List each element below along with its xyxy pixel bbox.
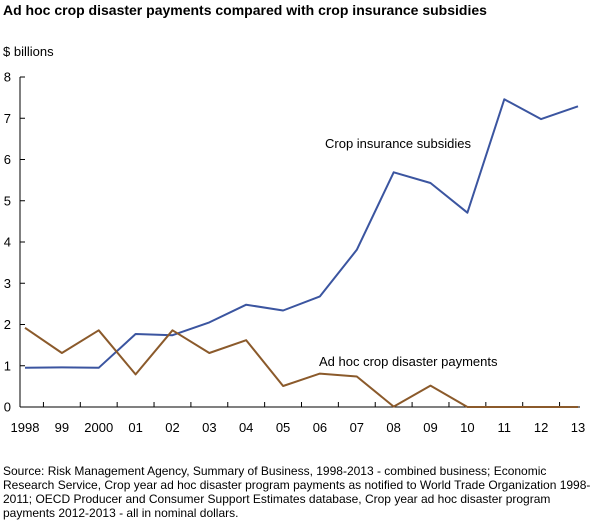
- y-tick-label: 1: [4, 358, 11, 373]
- y-tick-label: 3: [4, 276, 11, 291]
- x-tick-label: 02: [165, 420, 179, 435]
- y-tick-label: 8: [4, 70, 11, 85]
- y-tick-label: 2: [4, 317, 11, 332]
- series-line-crop-insurance-subsidies: [24, 98, 579, 369]
- x-tick-label: 13: [571, 420, 585, 435]
- y-tick-label: 4: [4, 235, 11, 250]
- x-tick-label: 03: [202, 420, 216, 435]
- x-tick-label: 04: [239, 420, 253, 435]
- y-tick-label: 0: [4, 400, 11, 415]
- x-tick-label: 06: [313, 420, 327, 435]
- x-tick-label: 2000: [84, 420, 113, 435]
- x-tick-label: 08: [386, 420, 400, 435]
- series-label: Crop insurance subsidies: [325, 136, 471, 151]
- y-tick-label: 6: [4, 152, 11, 167]
- y-axis-label: $ billions: [3, 44, 54, 59]
- series-label: Ad hoc crop disaster payments: [319, 354, 498, 369]
- x-tick-label: 05: [276, 420, 290, 435]
- y-tick-label: 5: [4, 193, 11, 208]
- x-tick-label: 10: [460, 420, 474, 435]
- y-tick-label: 7: [4, 111, 11, 126]
- x-tick-label: 12: [534, 420, 548, 435]
- x-tick-label: 11: [498, 420, 512, 435]
- source-note: Source: Risk Management Agency, Summary …: [3, 464, 591, 520]
- series-line-ad-hoc-disaster-payments: [24, 326, 578, 408]
- x-tick-label: 1998: [11, 420, 40, 435]
- series-labels: Crop insurance subsidies Ad hoc crop disa…: [319, 136, 498, 369]
- series-lines: [24, 98, 579, 408]
- x-tick-label: 01: [128, 420, 142, 435]
- x-tick-label: 09: [423, 420, 437, 435]
- x-tick-label: 99: [55, 420, 69, 435]
- chart-title: Ad hoc crop disaster payments compared w…: [3, 2, 487, 18]
- x-tick-label: 07: [350, 420, 364, 435]
